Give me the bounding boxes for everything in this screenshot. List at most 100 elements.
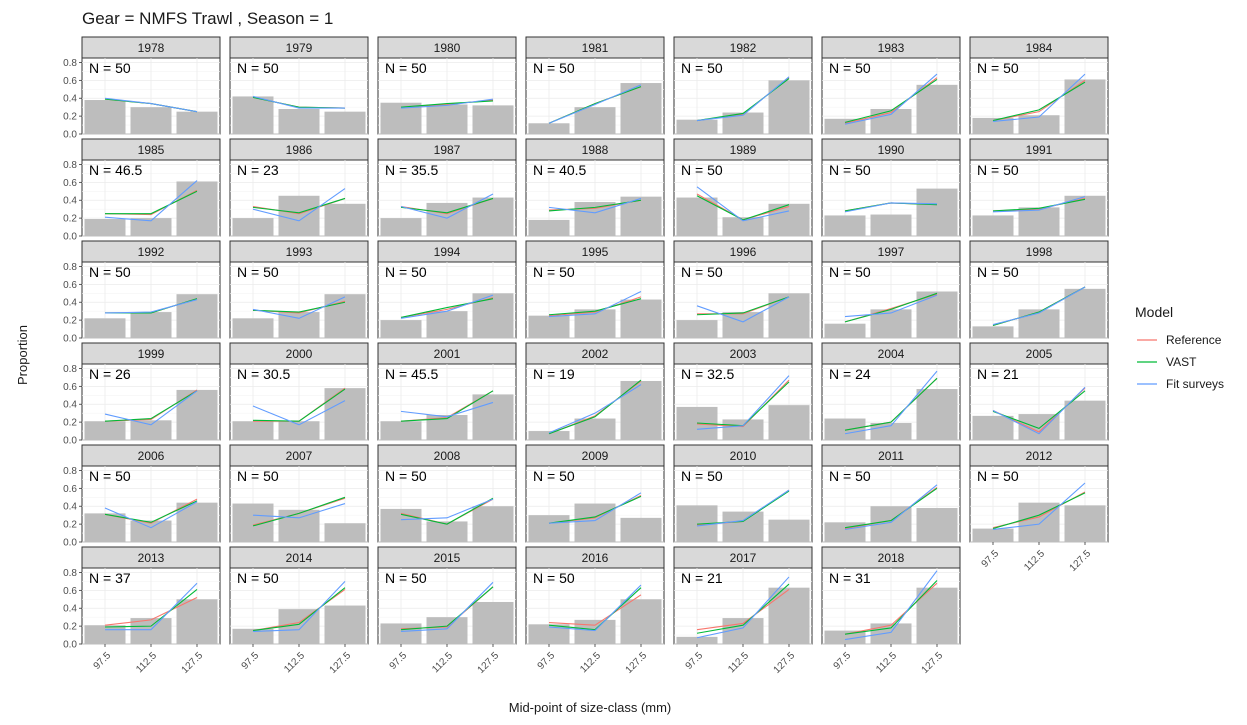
observed-bar <box>768 405 810 440</box>
observed-bar <box>324 294 366 338</box>
observed-bar <box>1064 79 1106 134</box>
observed-bar <box>324 203 366 236</box>
observed-bar <box>528 431 570 440</box>
observed-bar <box>1064 505 1106 542</box>
series-line-fit-surveys <box>696 76 790 122</box>
facet-panel-2007: 2007 N = 50 <box>229 444 369 543</box>
y-tick-label: 0.2 <box>63 214 77 225</box>
observed-bar <box>916 291 958 338</box>
x-tick-label: 127.5 <box>180 650 206 676</box>
facet-panel-1996: 1996 N = 50 <box>673 240 813 339</box>
sample-size-label: N = 35.5 <box>385 162 439 178</box>
legend-entry-reference: Reference <box>1137 333 1222 347</box>
chart-title: Gear = NMFS Trawl , Season = 1 <box>82 9 333 28</box>
series-line-vast <box>252 587 346 632</box>
sample-size-label: N = 50 <box>681 264 723 280</box>
series-line-vast <box>400 100 494 108</box>
legend-entry-fit-surveys: Fit surveys <box>1137 377 1224 391</box>
sample-size-label: N = 50 <box>681 162 723 178</box>
observed-bar <box>620 517 662 542</box>
observed-bar <box>528 624 570 644</box>
observed-bar <box>676 636 718 644</box>
series-line-fit-surveys <box>104 299 198 314</box>
series-line-fit-surveys <box>696 186 790 222</box>
y-tick-label: 0.8 <box>63 58 77 69</box>
observed-bar <box>768 293 810 338</box>
facet-strip-label: 2010 <box>730 449 757 463</box>
observed-bar <box>232 503 274 542</box>
series-line-vast <box>252 388 346 422</box>
facet-strip-label: 2002 <box>582 347 609 361</box>
series-line-vast <box>104 589 198 628</box>
facet-panel-2013: 2013 N = 37 <box>81 546 221 645</box>
facet-panel-1989: 1989 N = 50 <box>673 138 813 237</box>
sample-size-label: N = 46.5 <box>89 162 143 178</box>
observed-bar <box>916 587 958 644</box>
facet-strip-label: 1983 <box>878 41 905 55</box>
legend-label: Fit surveys <box>1166 377 1224 391</box>
series-line-fit-surveys <box>696 576 790 639</box>
sample-size-label: N = 50 <box>977 264 1019 280</box>
y-tick-label: 0.6 <box>63 382 77 393</box>
series-line-fit-surveys <box>696 375 790 430</box>
sample-size-label: N = 23 <box>237 162 279 178</box>
y-tick-label: 0.2 <box>63 112 77 123</box>
series-line-vast <box>104 500 198 523</box>
observed-bar <box>176 111 218 134</box>
observed-bar <box>232 96 274 134</box>
series-line-fit-surveys <box>696 296 790 323</box>
observed-bar <box>130 420 172 440</box>
facet-strip-label: 2011 <box>878 449 904 463</box>
facet-panel-2003: 2003 N = 32.5 <box>673 342 813 441</box>
facet-strip-label: 2014 <box>286 551 313 565</box>
observed-bar <box>676 320 718 338</box>
legend: Model Reference VAST Fit surveys <box>1135 304 1224 391</box>
observed-bar <box>84 219 126 236</box>
y-tick-label: 0.0 <box>63 538 77 549</box>
observed-bar <box>472 394 514 440</box>
facet-panel-2009: 2009 N = 50 <box>525 444 665 543</box>
series-line-fit-surveys <box>400 581 494 633</box>
series-line-vast <box>696 296 790 316</box>
observed-bar <box>130 618 172 644</box>
observed-bar <box>574 503 616 542</box>
facet-strip-label: 1981 <box>582 41 609 55</box>
y-tick-label: 0.2 <box>63 622 77 633</box>
observed-bar <box>972 528 1014 542</box>
observed-bar <box>84 513 126 542</box>
y-tick-label: 0.6 <box>63 484 77 495</box>
series-line-fit-surveys <box>252 95 345 109</box>
observed-bar <box>916 84 958 134</box>
y-tick-label: 0.0 <box>63 334 77 345</box>
series-line-fit-surveys <box>548 584 642 632</box>
observed-bar <box>972 326 1014 338</box>
legend-entry-vast: VAST <box>1137 355 1197 369</box>
sample-size-label: N = 19 <box>533 366 575 382</box>
observed-bar <box>676 197 718 236</box>
observed-bar <box>1064 400 1106 440</box>
series-line-vast <box>104 390 198 422</box>
sample-size-label: N = 32.5 <box>681 366 735 382</box>
facet-panel-1979: 1979 N = 50 <box>229 36 369 135</box>
series-line-vast <box>548 495 642 524</box>
observed-bar <box>232 421 274 440</box>
observed-bar <box>130 107 172 134</box>
observed-bar <box>824 630 866 644</box>
x-tick-label: 97.5 <box>536 650 558 672</box>
x-tick-label: 112.5 <box>726 650 751 675</box>
x-tick-label: 127.5 <box>624 650 650 676</box>
sample-size-label: N = 50 <box>533 468 575 484</box>
observed-bar <box>870 623 912 644</box>
observed-bar <box>380 421 422 440</box>
observed-bar <box>278 312 320 338</box>
x-tick-label: 112.5 <box>578 650 603 675</box>
observed-bar <box>232 318 274 338</box>
x-tick-label: 97.5 <box>684 650 706 672</box>
observed-bar <box>972 215 1014 236</box>
facet-panel-1999: 1999 N = 26 <box>81 342 221 441</box>
y-tick-label: 0.4 <box>63 196 77 207</box>
facet-panel-2012: 2012 N = 50 <box>969 444 1109 543</box>
sample-size-label: N = 50 <box>385 60 427 76</box>
y-tick-label: 0.0 <box>63 130 77 141</box>
series-line-fit-surveys <box>252 188 346 222</box>
